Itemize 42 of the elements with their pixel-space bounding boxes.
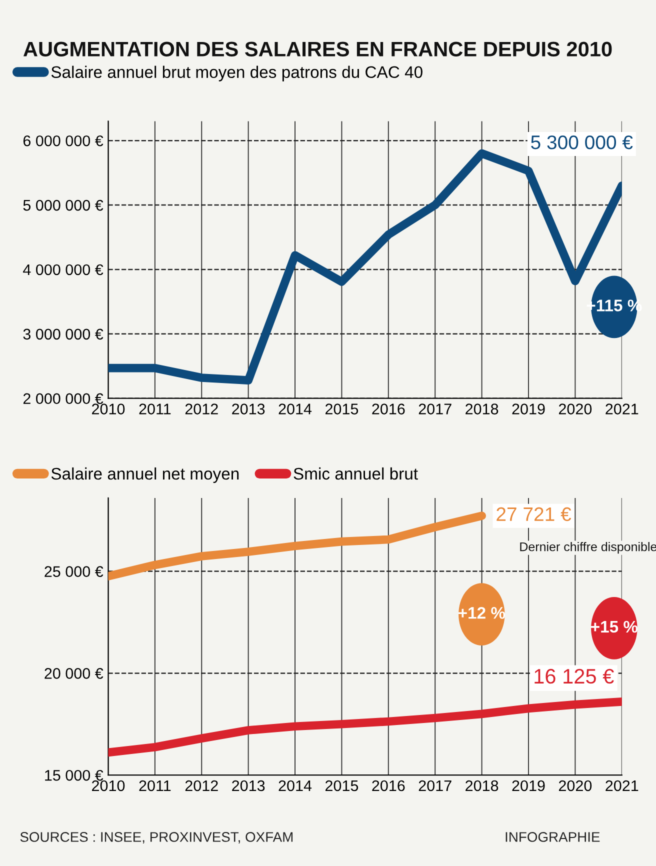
legend-label: Salaire annuel brut moyen des patrons du CAC 40 <box>51 66 422 82</box>
x-tick-label: 2011 <box>139 404 171 414</box>
y-tick-label: 15 000 € <box>45 770 104 781</box>
x-tick-label: 2016 <box>372 780 405 792</box>
y-tick-label: 20 000 € <box>44 668 104 679</box>
y-tick-label: 2 000 000 € <box>23 393 104 404</box>
source-note: SOURCES : INSEE, PROXINVEST, OXFAM <box>20 832 293 844</box>
chart-title: AUGMENTATION DES SALAIRES EN FRANCE DEPUIS 2010 <box>23 42 612 56</box>
x-tick-label: 2020 <box>558 780 592 792</box>
annotation: 27 721 € <box>496 507 572 522</box>
x-tick-label: 2012 <box>185 404 218 414</box>
y-tick-label: 5 000 000 € <box>23 200 104 211</box>
y-tick-label: 4 000 000 € <box>23 264 104 276</box>
x-tick-label: 2021 <box>606 780 638 792</box>
annotation: +12 % <box>458 607 506 619</box>
x-tick-label: 2014 <box>278 780 312 792</box>
x-tick-label: 2015 <box>325 780 358 792</box>
x-tick-label: 2018 <box>466 780 498 792</box>
x-tick-label: 2019 <box>512 404 545 414</box>
x-tick-label: 2017 <box>418 404 452 414</box>
annotation: 5 300 000 € <box>531 135 633 150</box>
x-tick-label: 2010 <box>92 404 125 414</box>
x-tick-label: 2010 <box>92 780 125 792</box>
x-tick-label: 2016 <box>372 404 405 414</box>
x-tick-label: 2012 <box>185 780 218 792</box>
x-tick-label: 2017 <box>418 780 452 792</box>
x-tick-label: 2014 <box>278 404 312 414</box>
y-tick-label: 3 000 000 € <box>23 328 104 340</box>
annotation: 16 125 € <box>534 668 614 684</box>
x-tick-label: 2020 <box>558 404 592 414</box>
x-tick-label: 2013 <box>232 404 265 414</box>
x-tick-label: 2013 <box>232 780 265 792</box>
y-tick-label: 6 000 000 € <box>23 135 104 146</box>
y-tick-label: 25 000 € <box>44 566 104 577</box>
x-tick-label: 2015 <box>325 404 358 414</box>
x-tick-label: 2018 <box>466 404 498 414</box>
x-tick-label: 2019 <box>512 780 545 792</box>
legend-label: Smic annuel brut <box>294 467 418 480</box>
x-tick-label: 2011 <box>139 780 171 792</box>
x-tick-label: 2021 <box>606 404 638 414</box>
legend-label: Salaire annuel net moyen <box>51 467 239 483</box>
text: INFOGRAPHIE <box>506 832 600 842</box>
